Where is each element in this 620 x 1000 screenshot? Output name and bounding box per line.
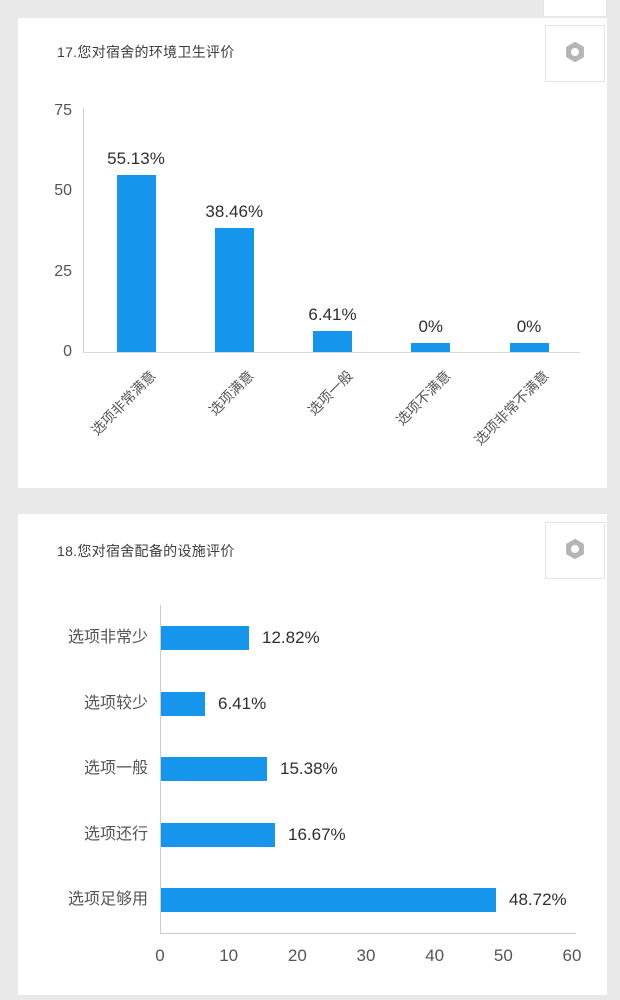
gear-icon <box>563 40 587 67</box>
x-axis-tick-label: 40 <box>425 946 445 965</box>
bar-value-label: 12.82% <box>262 628 320 647</box>
y-axis-tick-label: 0 <box>63 343 72 360</box>
x-axis-tick-label: 50 <box>493 946 513 965</box>
x-axis-tick-label: 30 <box>356 946 376 965</box>
question-18-title: 18.您对宿舍配备的设施评价 <box>57 543 235 559</box>
x-axis-tick-label: 60 <box>562 946 582 965</box>
bar-segment <box>161 691 205 716</box>
y-axis-line <box>160 605 161 933</box>
bar-segment <box>509 343 549 352</box>
x-axis-category-label: 选项非常不满意 <box>471 367 552 449</box>
y-axis-category-label: 选项较少 <box>83 694 148 712</box>
bar-value-label: 0% <box>418 317 444 336</box>
y-axis-tick-label: 25 <box>54 262 72 280</box>
bar-value-label: 55.13% <box>107 149 165 168</box>
bar-segment <box>161 822 275 847</box>
y-axis-tick-label: 75 <box>54 102 72 119</box>
bar-segment <box>161 888 496 912</box>
x-axis-line <box>160 933 576 934</box>
question-18-card: 18.您对宿舍配备的设施评价 选项非常少 12.82% 选项较少 6.41% 选项一般 1… <box>18 514 607 995</box>
bar-segment <box>116 175 156 352</box>
y-axis-line <box>83 108 84 352</box>
bar-value-label: 48.72% <box>509 890 567 909</box>
question-17-card: 17.您对宿舍的环境卫生评价 75 50 25 0 55.13% 选项非常满意 38.46%… <box>18 18 607 488</box>
x-axis-tick-label: 10 <box>219 946 239 965</box>
y-axis-category-label: 选项还行 <box>83 825 148 843</box>
x-axis-line <box>83 352 580 353</box>
y-axis-category-label: 选项非常少 <box>67 629 148 646</box>
bar-segment <box>161 757 267 781</box>
bar-segment <box>313 331 352 352</box>
chart-settings-button[interactable] <box>545 522 605 579</box>
bar-value-label: 15.38% <box>280 759 338 778</box>
bar-value-label: 6.41% <box>218 693 267 713</box>
bar-value-label: 16.67% <box>288 824 346 844</box>
bar-value-label: 6.41% <box>308 305 357 324</box>
bar-value-label: 38.46% <box>205 202 264 221</box>
x-axis-category-label: 选项满意 <box>206 367 257 419</box>
bar-value-label: 0% <box>516 317 542 336</box>
x-axis-category-label: 选项非常满意 <box>88 367 159 439</box>
question-17-title: 17.您对宿舍的环境卫生评价 <box>57 44 235 60</box>
x-axis-tick-label: 0 <box>155 946 165 965</box>
y-axis-category-label: 选项足够用 <box>67 891 148 908</box>
x-axis-category-label: 选项不满意 <box>392 367 454 429</box>
bar-segment <box>214 228 254 352</box>
x-axis-tick-label: 20 <box>287 946 307 965</box>
gear-icon <box>563 537 587 564</box>
bar-segment <box>411 343 451 352</box>
previous-card-remnant <box>543 0 607 17</box>
y-axis-tick-label: 50 <box>54 182 72 200</box>
bar-segment <box>161 626 249 650</box>
y-axis-category-label: 选项一般 <box>83 760 148 777</box>
chart-settings-button[interactable] <box>545 25 605 82</box>
x-axis-category-label: 选项一般 <box>304 367 356 419</box>
